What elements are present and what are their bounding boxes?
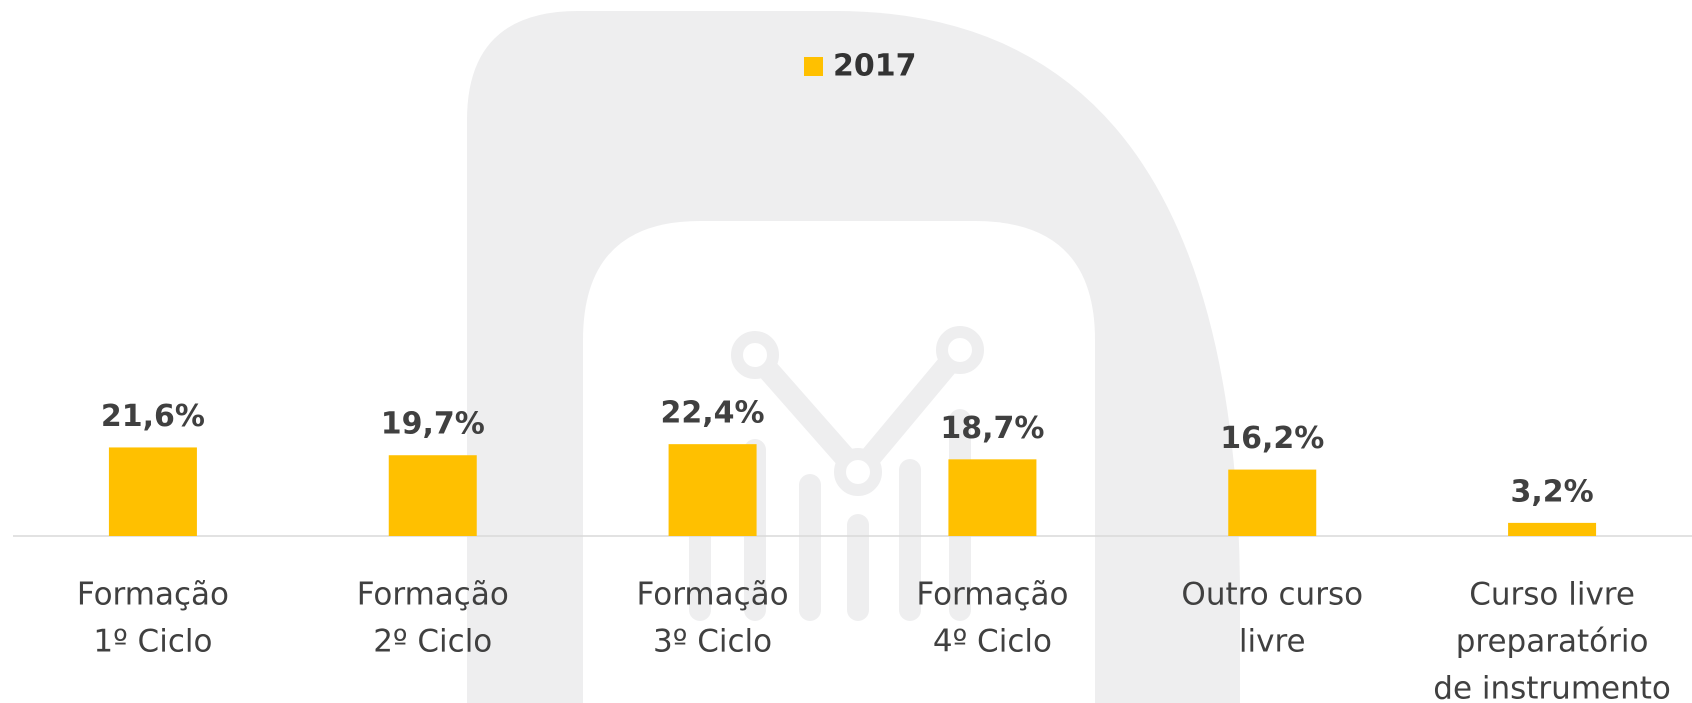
value-label: 3,2%: [1510, 474, 1593, 509]
x-tick-label: Formação: [357, 577, 509, 613]
x-tick-label: Formação: [916, 577, 1068, 613]
bar: [108, 447, 197, 536]
x-tick-label: 2º Ciclo: [373, 624, 492, 660]
bar: [668, 444, 757, 536]
value-label: 22,4%: [661, 396, 765, 431]
bar: [1508, 522, 1597, 536]
value-label: 18,7%: [940, 411, 1044, 446]
value-label: 16,2%: [1220, 421, 1324, 456]
legend-label: 2017: [833, 49, 917, 84]
x-tick-label: Outro curso: [1181, 577, 1363, 613]
x-tick-label: livre: [1239, 624, 1306, 660]
value-label: 21,6%: [101, 399, 205, 434]
bar: [388, 455, 477, 536]
watermark: [467, 11, 1240, 703]
x-tick-label: Curso livre: [1469, 577, 1635, 613]
x-tick-label: 3º Ciclo: [653, 624, 772, 660]
x-tick-label: 1º Ciclo: [93, 624, 212, 660]
x-tick-label: de instrumento: [1433, 671, 1671, 703]
legend-swatch: [804, 57, 823, 76]
x-tick-label: 4º Ciclo: [933, 624, 1052, 660]
x-tick-label: preparatório: [1456, 624, 1649, 660]
x-tick-label: Formação: [77, 577, 229, 613]
bar: [1228, 469, 1317, 536]
value-label: 19,7%: [381, 407, 485, 442]
bar: [948, 459, 1037, 536]
x-tick-label: Formação: [637, 577, 789, 613]
